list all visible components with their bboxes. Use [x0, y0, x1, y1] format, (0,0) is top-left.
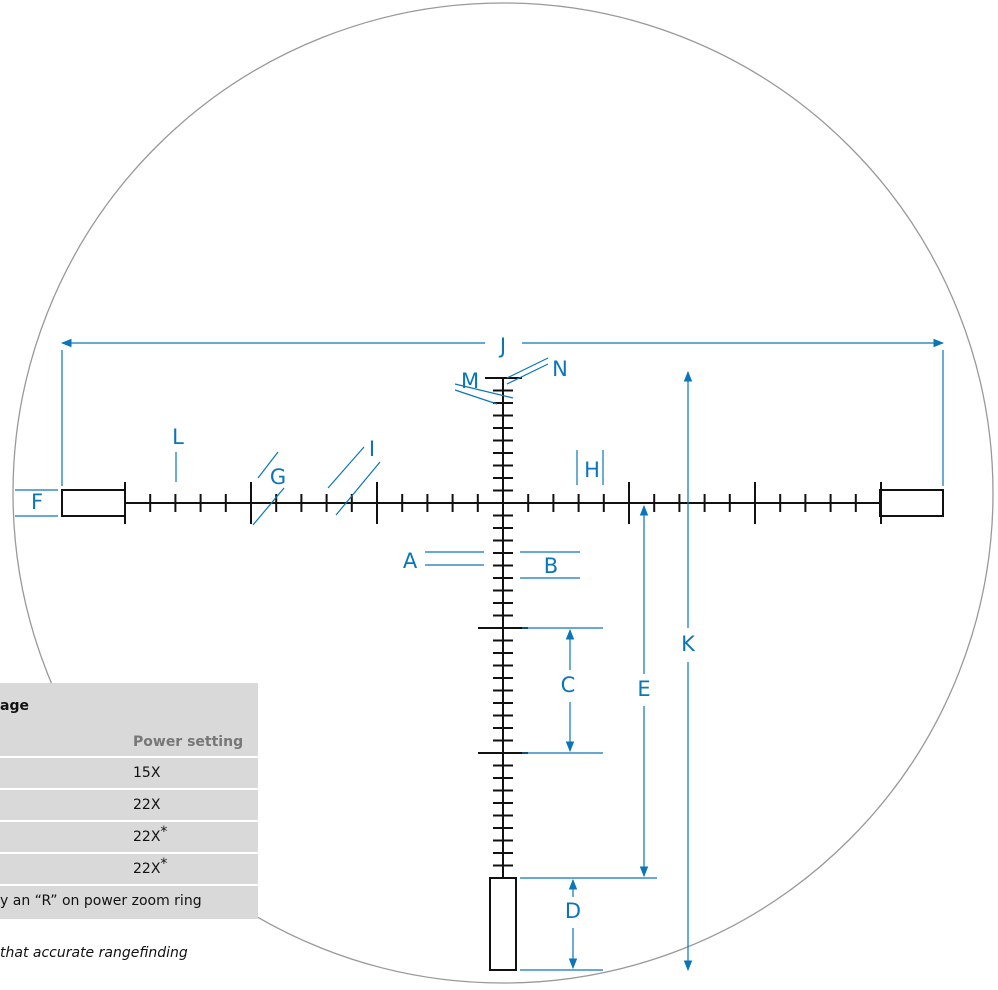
dimension-lines [15, 338, 945, 972]
note: that accurate rangefinding [0, 945, 188, 961]
power-setting: 15X [133, 765, 161, 781]
field-of-view [12, 2, 994, 984]
dimension-label: M [461, 369, 479, 393]
dimension-label: N [552, 357, 568, 381]
dimension-label: L [172, 425, 184, 449]
power-setting: 22X* [133, 856, 167, 877]
dimension-label: H [584, 458, 600, 482]
footnote-mark: * [160, 824, 167, 840]
dimension-label: D [565, 899, 581, 923]
dimension-label: K [681, 632, 696, 656]
reticle [61, 377, 944, 971]
power-setting: 22X* [133, 824, 167, 845]
dimension-label: G [270, 465, 286, 489]
dimension-label: J [498, 334, 506, 358]
dimension-label: E [637, 677, 650, 701]
dimension-label: C [561, 673, 576, 697]
dimension-label: F [31, 490, 43, 514]
table-title: age [0, 698, 29, 714]
power-setting: 22X [133, 797, 161, 813]
table: age Power setting 15X 22X 22X* 22X* y an “R”… [0, 683, 258, 919]
table-footnote: y an “R” on power zoom ring [0, 893, 202, 909]
dimension-label: I [369, 437, 375, 461]
footnote-mark: * [160, 856, 167, 872]
dimension-label: B [544, 554, 558, 578]
table-header: Power setting [133, 734, 243, 750]
dimension-label: A [403, 549, 418, 573]
